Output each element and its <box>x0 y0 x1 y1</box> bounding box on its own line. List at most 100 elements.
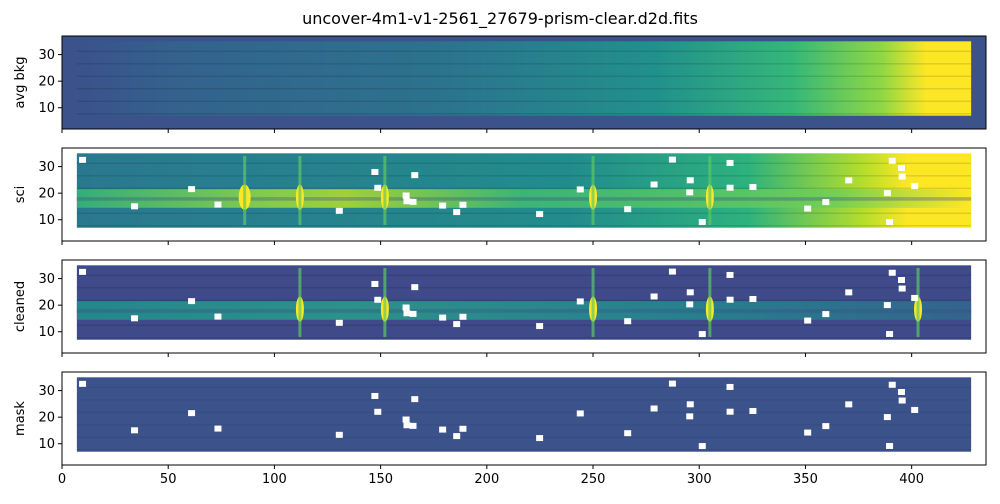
masked-pixel <box>576 298 584 305</box>
masked-pixel <box>845 289 853 296</box>
masked-pixel <box>79 380 87 387</box>
y-tick-label: 20 <box>38 187 55 202</box>
masked-pixel <box>188 410 196 417</box>
slit-stripe <box>76 100 972 102</box>
masked-pixel <box>888 269 896 276</box>
masked-pixel <box>888 157 896 164</box>
emission-line-column <box>383 155 387 226</box>
y-axis-label: sci <box>13 186 28 204</box>
masked-pixel <box>453 433 461 440</box>
x-tick-label: 0 <box>58 472 66 487</box>
masked-pixel <box>888 381 896 388</box>
masked-pixel <box>131 427 139 434</box>
masked-pixel <box>686 413 694 420</box>
masked-pixel <box>453 209 461 216</box>
masked-pixel <box>883 414 891 421</box>
slit-stripe <box>76 113 972 115</box>
y-tick-label: 30 <box>38 384 55 399</box>
masked-pixel <box>749 295 757 302</box>
trace-gap <box>76 309 972 313</box>
masked-pixel <box>897 165 905 172</box>
masked-pixel <box>439 202 447 209</box>
masked-pixel <box>668 156 676 163</box>
slit-stripe <box>76 162 972 165</box>
masked-pixel <box>459 201 467 208</box>
masked-pixel <box>214 201 222 208</box>
masked-pixel <box>686 301 694 308</box>
axes-frame <box>61 371 987 466</box>
x-tick-label: 100 <box>262 472 287 487</box>
masked-pixel <box>886 218 894 225</box>
masked-pixel <box>188 186 196 193</box>
masked-pixel <box>188 298 196 305</box>
slit-stripe <box>76 63 972 65</box>
slit-stripe <box>76 274 972 277</box>
masked-pixel <box>911 182 919 189</box>
panel-sci: 10 20 30 sci <box>13 147 987 245</box>
image-data <box>76 377 972 452</box>
masked-pixel <box>886 442 894 449</box>
masked-pixel <box>374 184 382 191</box>
slit-stripe <box>76 424 972 426</box>
slit-stripe <box>76 324 972 326</box>
panel-cleaned: 10 20 30 cleaned <box>13 259 987 357</box>
slit-stripe <box>76 337 972 339</box>
emission-line-column <box>243 155 247 226</box>
masked-pixel <box>668 268 676 275</box>
masked-pixel <box>411 172 419 179</box>
masked-pixel <box>131 315 139 322</box>
masked-pixel <box>131 203 139 210</box>
masked-pixel <box>726 159 734 166</box>
y-tick-label: 20 <box>38 299 55 314</box>
masked-pixel <box>886 330 894 337</box>
masked-pixel <box>439 426 447 433</box>
emission-line-column <box>591 267 595 338</box>
masked-pixel <box>726 408 734 415</box>
y-tick-label: 10 <box>38 325 55 340</box>
masked-pixel <box>668 380 676 387</box>
masked-pixel <box>411 396 419 403</box>
masked-pixel <box>686 177 694 184</box>
masked-pixel <box>822 311 830 318</box>
masked-pixel <box>686 289 694 296</box>
masked-pixel <box>686 189 694 196</box>
masked-pixel <box>402 416 410 423</box>
masked-pixel <box>536 211 544 218</box>
figure-title: uncover-4m1-v1-2561_27679-prism-clear.d2… <box>302 9 698 28</box>
masked-pixel <box>624 430 632 437</box>
masked-pixel <box>402 192 410 199</box>
slit-stripe <box>76 287 972 289</box>
masked-pixel <box>536 323 544 330</box>
masked-pixel <box>335 431 343 438</box>
masked-pixel <box>698 219 706 226</box>
emission-line-column <box>591 155 595 226</box>
masked-pixel <box>214 425 222 432</box>
slit-stripe <box>76 299 972 301</box>
slit-stripe <box>76 175 972 177</box>
y-tick-label: 10 <box>38 101 55 116</box>
masked-pixel <box>726 184 734 191</box>
masked-pixel <box>650 405 658 412</box>
panel-avg-bkg: 10 20 30 avg bkg <box>13 35 987 133</box>
masked-pixel <box>439 314 447 321</box>
x-tick-label: 50 <box>160 472 177 487</box>
masked-pixel <box>403 422 411 429</box>
slit-stripe <box>76 225 972 227</box>
masked-pixel <box>371 168 379 175</box>
masked-pixel <box>845 177 853 184</box>
slit-stripe <box>76 399 972 401</box>
masked-pixel <box>79 156 87 163</box>
masked-pixel <box>409 310 417 317</box>
emission-line-column <box>298 155 302 226</box>
masked-pixel <box>698 331 706 338</box>
masked-pixel <box>403 310 411 317</box>
masked-pixel <box>409 198 417 205</box>
masked-pixel <box>650 293 658 300</box>
masked-pixel <box>402 304 410 311</box>
slit-stripe <box>76 212 972 214</box>
masked-pixel <box>335 207 343 214</box>
masked-pixel <box>749 407 757 414</box>
masked-pixel <box>374 408 382 415</box>
masked-pixel <box>371 280 379 287</box>
